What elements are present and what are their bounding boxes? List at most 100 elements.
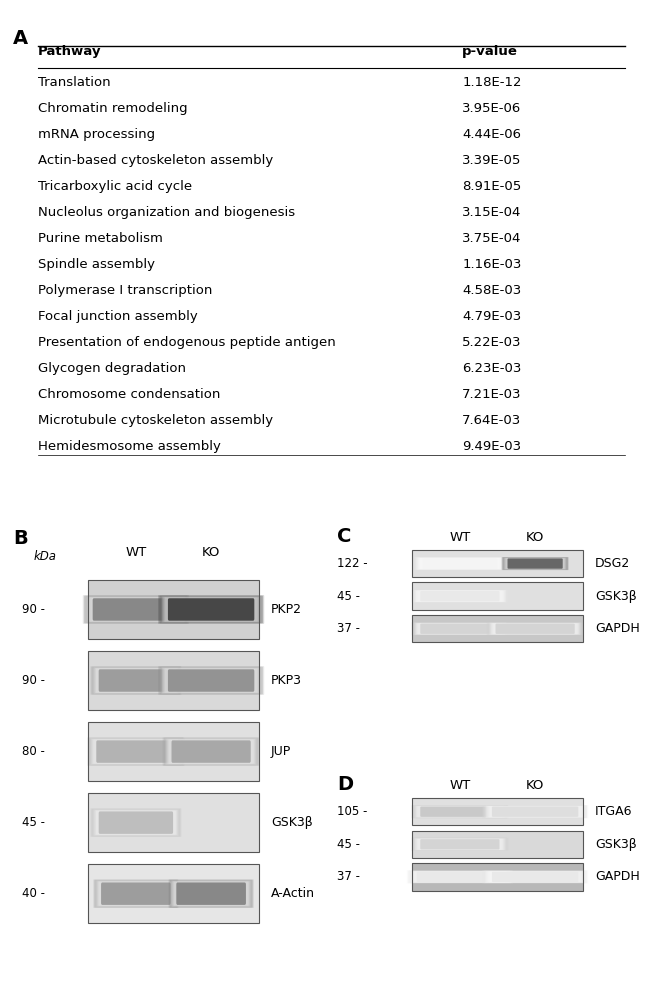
FancyBboxPatch shape: [94, 880, 177, 908]
Text: Spindle assembly: Spindle assembly: [38, 258, 155, 271]
FancyBboxPatch shape: [416, 591, 504, 602]
FancyBboxPatch shape: [92, 667, 179, 694]
Text: B: B: [13, 529, 28, 548]
Text: Hemidesmosome assembly: Hemidesmosome assembly: [38, 440, 221, 453]
Text: Presentation of endogenous peptide antigen: Presentation of endogenous peptide antig…: [38, 336, 335, 350]
FancyBboxPatch shape: [413, 838, 506, 850]
FancyBboxPatch shape: [167, 739, 255, 765]
FancyBboxPatch shape: [96, 880, 176, 908]
FancyBboxPatch shape: [419, 591, 501, 602]
FancyBboxPatch shape: [417, 557, 503, 570]
FancyBboxPatch shape: [94, 809, 178, 836]
FancyBboxPatch shape: [170, 880, 253, 908]
Text: Translation: Translation: [38, 76, 111, 89]
Text: 3.15E-04: 3.15E-04: [462, 207, 522, 219]
FancyBboxPatch shape: [176, 883, 246, 905]
FancyBboxPatch shape: [416, 623, 504, 635]
FancyBboxPatch shape: [417, 806, 502, 817]
FancyBboxPatch shape: [96, 741, 176, 763]
FancyBboxPatch shape: [489, 623, 581, 635]
FancyBboxPatch shape: [92, 808, 180, 836]
FancyBboxPatch shape: [166, 739, 256, 765]
FancyBboxPatch shape: [413, 838, 507, 851]
FancyBboxPatch shape: [89, 598, 183, 622]
FancyBboxPatch shape: [99, 882, 174, 906]
FancyBboxPatch shape: [94, 740, 179, 764]
FancyBboxPatch shape: [92, 666, 180, 694]
Text: Chromosome condensation: Chromosome condensation: [38, 388, 220, 401]
FancyBboxPatch shape: [88, 597, 184, 622]
FancyBboxPatch shape: [485, 805, 586, 818]
FancyBboxPatch shape: [417, 591, 502, 602]
FancyBboxPatch shape: [162, 597, 260, 623]
FancyBboxPatch shape: [84, 596, 188, 624]
Text: Actin-based cytoskeleton assembly: Actin-based cytoskeleton assembly: [38, 154, 273, 167]
FancyBboxPatch shape: [88, 597, 184, 622]
Text: kDa: kDa: [34, 550, 57, 563]
FancyBboxPatch shape: [88, 864, 259, 923]
FancyBboxPatch shape: [164, 598, 257, 622]
FancyBboxPatch shape: [413, 805, 507, 818]
FancyBboxPatch shape: [484, 805, 587, 818]
FancyBboxPatch shape: [97, 811, 175, 834]
FancyBboxPatch shape: [413, 805, 506, 818]
FancyBboxPatch shape: [90, 738, 182, 765]
FancyBboxPatch shape: [417, 839, 502, 850]
Text: 80 -: 80 -: [22, 745, 45, 758]
Text: 90 -: 90 -: [22, 674, 45, 687]
FancyBboxPatch shape: [173, 881, 250, 907]
FancyBboxPatch shape: [164, 738, 259, 766]
FancyBboxPatch shape: [101, 883, 171, 905]
FancyBboxPatch shape: [419, 624, 501, 635]
Text: Chromatin remodeling: Chromatin remodeling: [38, 102, 188, 115]
FancyBboxPatch shape: [98, 881, 174, 907]
FancyBboxPatch shape: [165, 738, 257, 765]
Text: 3.75E-04: 3.75E-04: [462, 232, 522, 245]
Text: 3.39E-05: 3.39E-05: [462, 154, 522, 167]
FancyBboxPatch shape: [412, 830, 583, 858]
FancyBboxPatch shape: [484, 871, 587, 883]
FancyBboxPatch shape: [91, 739, 181, 765]
FancyBboxPatch shape: [420, 558, 500, 569]
FancyBboxPatch shape: [94, 880, 179, 908]
FancyBboxPatch shape: [485, 871, 586, 883]
FancyBboxPatch shape: [413, 623, 507, 636]
FancyBboxPatch shape: [99, 811, 173, 834]
FancyBboxPatch shape: [415, 590, 505, 602]
FancyBboxPatch shape: [419, 558, 501, 569]
FancyBboxPatch shape: [415, 590, 505, 602]
Text: 7.64E-03: 7.64E-03: [462, 414, 521, 427]
FancyBboxPatch shape: [85, 596, 187, 623]
Text: 45 -: 45 -: [337, 838, 360, 851]
FancyBboxPatch shape: [164, 598, 257, 622]
FancyBboxPatch shape: [416, 838, 504, 850]
Text: GSK3β: GSK3β: [595, 590, 637, 603]
FancyBboxPatch shape: [413, 623, 506, 635]
Text: GSK3β: GSK3β: [595, 838, 637, 851]
FancyBboxPatch shape: [410, 871, 510, 883]
FancyBboxPatch shape: [408, 871, 512, 883]
FancyBboxPatch shape: [418, 558, 502, 570]
FancyBboxPatch shape: [99, 882, 172, 906]
FancyBboxPatch shape: [413, 805, 507, 818]
FancyBboxPatch shape: [175, 882, 248, 906]
Text: 1.16E-03: 1.16E-03: [462, 258, 522, 271]
FancyBboxPatch shape: [96, 810, 176, 835]
FancyBboxPatch shape: [508, 558, 563, 569]
FancyBboxPatch shape: [412, 550, 583, 577]
FancyBboxPatch shape: [488, 806, 583, 817]
FancyBboxPatch shape: [162, 597, 260, 623]
FancyBboxPatch shape: [413, 590, 506, 603]
FancyBboxPatch shape: [420, 558, 500, 569]
FancyBboxPatch shape: [489, 806, 582, 817]
FancyBboxPatch shape: [489, 871, 582, 883]
Text: D: D: [337, 775, 353, 793]
FancyBboxPatch shape: [413, 623, 507, 636]
Text: 5.22E-03: 5.22E-03: [462, 336, 522, 350]
FancyBboxPatch shape: [422, 558, 497, 569]
FancyBboxPatch shape: [412, 583, 583, 610]
FancyBboxPatch shape: [503, 557, 567, 570]
FancyBboxPatch shape: [91, 739, 181, 765]
FancyBboxPatch shape: [482, 870, 588, 884]
FancyBboxPatch shape: [94, 667, 178, 693]
